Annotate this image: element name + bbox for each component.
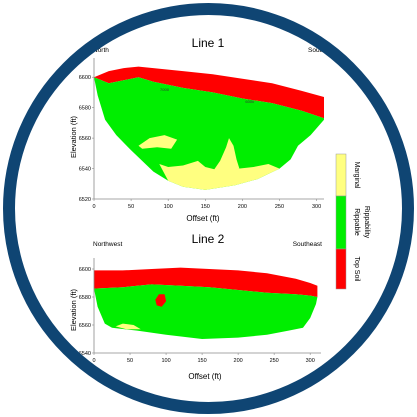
y-tick-label: 6560 [79, 323, 91, 329]
y-tick-label: 6600 [79, 75, 91, 81]
line-2-axes [93, 258, 321, 354]
x-tick-label: 150 [198, 358, 207, 364]
layer-rippable [94, 284, 318, 339]
lens-top-soil [155, 294, 167, 307]
rippability-legend: Marginal Rippable Top Soil Rippability [335, 153, 370, 290]
x-axis-label: Offset (ft) [186, 214, 220, 223]
x-axis-label: Offset (ft) [188, 372, 222, 381]
lens-marginal [138, 135, 178, 149]
legend-swatch-marginal [335, 153, 347, 197]
line-1-ticks: 0 50 100 150 200 250 300 6520 6540 6560 6580 6600 [79, 75, 321, 210]
x-tick-label: 200 [238, 204, 247, 210]
y-tick-label: 6540 [79, 351, 91, 357]
x-tick-label: 300 [312, 204, 321, 210]
line-2-layers [94, 267, 318, 339]
line-1-annotations: 7000 6000 [160, 87, 255, 104]
legend-item-marginal: Marginal [353, 162, 360, 189]
x-tick-label: 100 [164, 204, 173, 210]
layer-marginal [115, 323, 141, 330]
left-direction-label: Northwest [93, 241, 122, 248]
x-tick-label: 0 [92, 204, 95, 210]
layer-marginal [159, 160, 280, 190]
legend-swatch-top-soil [335, 248, 347, 290]
y-tick-label: 6560 [79, 136, 91, 142]
contour-annotation: 6000 [245, 99, 255, 104]
legend-title: Rippability [363, 206, 370, 239]
layer-top-soil [94, 66, 324, 119]
x-tick-label: 150 [201, 204, 210, 210]
y-tick-label: 6580 [79, 106, 91, 112]
chart-line-1: 7000 6000 0 50 100 150 200 250 300 6520 6540 6560 6… [69, 36, 325, 223]
chart-line-2: 0 50 100 150 200 250 300 6540 6560 6580 6600 Line … [69, 232, 322, 381]
x-tick-label: 300 [306, 358, 315, 364]
chart-title: Line 1 [192, 36, 225, 50]
layer-top-soil [94, 267, 318, 297]
lens-marginal [212, 138, 240, 174]
y-tick-label: 6600 [79, 267, 91, 273]
legend-item-top-soil: Top Soil [353, 257, 360, 282]
contour-annotation: 7000 [160, 87, 170, 92]
y-tick-label: 6580 [79, 295, 91, 301]
x-tick-label: 200 [234, 358, 243, 364]
x-tick-label: 0 [92, 358, 95, 364]
y-tick-label: 6520 [79, 197, 91, 203]
x-tick-label: 100 [161, 358, 170, 364]
left-direction-label: North [93, 47, 109, 54]
legend-item-rippable: Rippable [353, 208, 360, 236]
y-axis-label: Elevation (ft) [69, 288, 78, 331]
x-tick-label: 50 [127, 358, 133, 364]
line-2-ticks: 0 50 100 150 200 250 300 6540 6560 6580 6600 [79, 267, 315, 364]
circular-frame-ring [3, 3, 414, 414]
y-axis-label: Elevation (ft) [69, 115, 78, 158]
right-direction-label: Southeast [293, 241, 322, 248]
legend-swatch-rippable [335, 195, 347, 250]
x-tick-label: 250 [270, 358, 279, 364]
layer-rippable [94, 77, 324, 190]
chart-title: Line 2 [192, 232, 225, 246]
x-tick-label: 250 [275, 204, 284, 210]
line-1-layers [94, 66, 324, 190]
y-tick-label: 6540 [79, 167, 91, 173]
x-tick-label: 50 [128, 204, 134, 210]
line-1-axes [93, 58, 324, 200]
right-direction-label: South [308, 47, 325, 54]
